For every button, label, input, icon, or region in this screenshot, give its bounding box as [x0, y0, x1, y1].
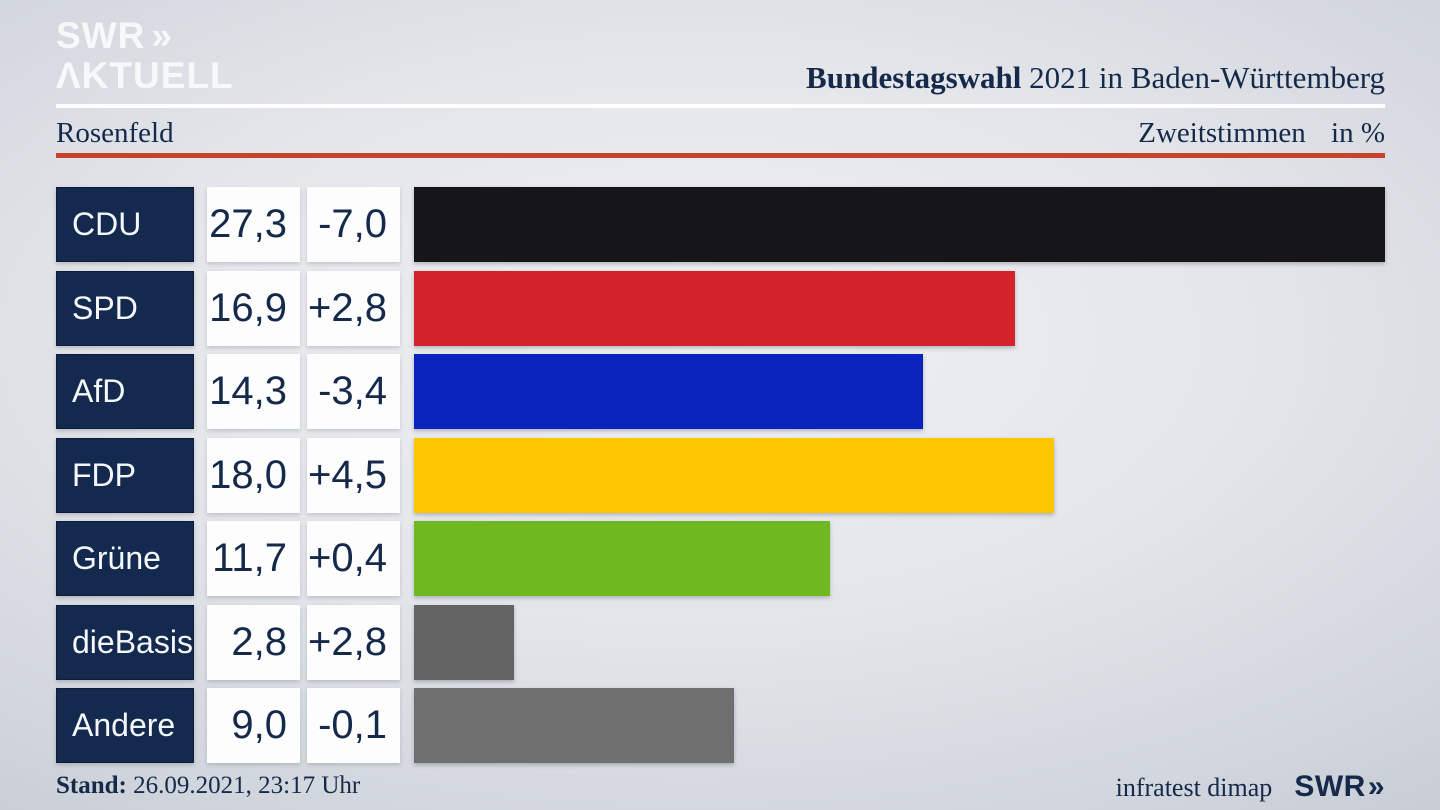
change-cell: -7,0 [307, 187, 400, 262]
party-label: Grüne [56, 521, 194, 596]
measure-text: Zweitstimmen [1138, 116, 1306, 149]
party-label: FDP [56, 437, 194, 513]
source-credit: infratest dimap [1115, 773, 1273, 802]
bar-track [414, 437, 1385, 513]
credits: infratest dimap SWR» [1116, 770, 1385, 804]
result-row-gruene: Grüne 11,7 +0,4 [56, 521, 1385, 596]
party-label: AfD [56, 354, 194, 429]
measure-label: Zweitstimmen in % [1138, 117, 1385, 150]
results-chart: CDU 27,3 -7,0 SPD 16,9 +2,8 AfD 14,3 -3,… [56, 187, 1385, 763]
change-cell: +0,4 [307, 521, 400, 596]
region-title: Rosenfeld [56, 116, 174, 149]
change-cell: -3,4 [307, 354, 400, 429]
result-row-cdu: CDU 27,3 -7,0 [56, 187, 1385, 262]
result-bar [414, 270, 1016, 346]
result-bar [414, 521, 831, 596]
swr-logo-line1: SWR» [56, 16, 234, 56]
result-row-diebasis: dieBasis 2,8 +2,8 [56, 604, 1385, 680]
swr-logo-text: SWR [56, 15, 146, 56]
value-cell: 2,8 [207, 604, 300, 680]
value-cell: 27,3 [207, 187, 300, 262]
swr-small-text: SWR [1294, 770, 1366, 803]
result-bar [414, 437, 1055, 513]
swr-logo-chevrons-icon: » [151, 15, 172, 56]
timestamp: Stand: 26.09.2021, 23:17 Uhr [56, 772, 360, 800]
bar-track [414, 354, 1385, 429]
result-row-spd: SPD 16,9 +2,8 [56, 270, 1385, 346]
result-bar [414, 354, 923, 429]
result-row-fdp: FDP 18,0 +4,5 [56, 437, 1385, 513]
result-row-afd: AfD 14,3 -3,4 [56, 354, 1385, 429]
party-label: dieBasis [56, 604, 194, 680]
value-cell: 14,3 [207, 354, 300, 429]
swr-small-chevrons-icon: » [1367, 770, 1385, 803]
party-label: CDU [56, 187, 194, 262]
result-bar [414, 187, 1385, 262]
unit-text: in % [1331, 116, 1385, 149]
result-bar [414, 688, 735, 763]
timestamp-value: 26.09.2021, 23:17 Uhr [126, 772, 361, 799]
swr-logo-line2: ΛKTUELL [56, 55, 234, 96]
change-cell: -0,1 [307, 688, 400, 763]
header-divider [56, 104, 1385, 108]
swr-logo-small: SWR» [1294, 770, 1385, 804]
party-label: Andere [56, 688, 194, 763]
page-title: Bundestagswahl 2021 in Baden-Württemberg [806, 60, 1385, 96]
value-cell: 9,0 [207, 688, 300, 763]
bar-track [414, 187, 1385, 262]
bar-track [414, 688, 1385, 763]
value-cell: 18,0 [207, 437, 300, 513]
change-cell: +2,8 [307, 270, 400, 346]
party-label: SPD [56, 270, 194, 346]
timestamp-label: Stand: [56, 772, 127, 799]
bar-track [414, 521, 1385, 596]
bar-track [414, 270, 1385, 346]
title-bold: Bundestagswahl [806, 60, 1022, 95]
subheader: Rosenfeld Zweitstimmen in % [56, 112, 1385, 154]
accent-divider [56, 153, 1385, 158]
change-cell: +4,5 [307, 437, 400, 513]
bar-track [414, 604, 1385, 680]
value-cell: 11,7 [207, 521, 300, 596]
result-bar [414, 604, 514, 680]
title-rest: 2021 in Baden-Württemberg [1021, 60, 1385, 95]
change-cell: +2,8 [307, 604, 400, 680]
value-cell: 16,9 [207, 270, 300, 346]
result-row-andere: Andere 9,0 -0,1 [56, 688, 1385, 763]
swr-aktuell-logo: SWR» ΛKTUELL [56, 16, 234, 96]
